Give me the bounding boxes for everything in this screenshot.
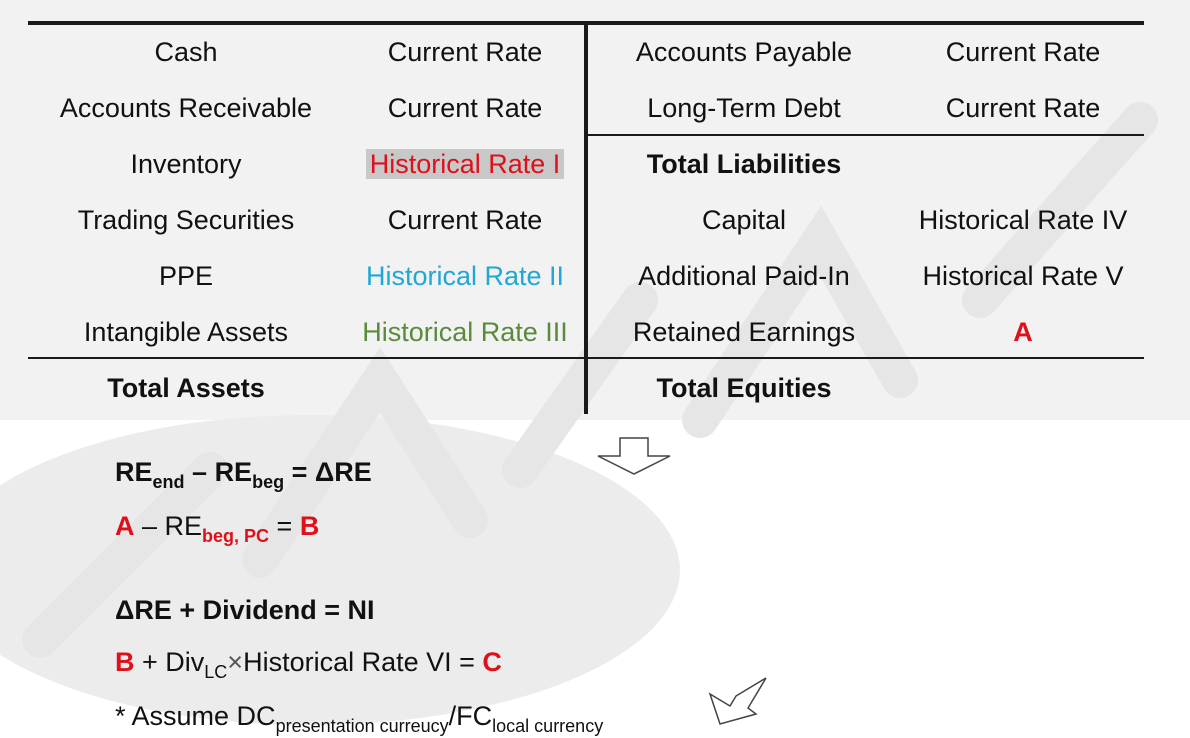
formula-term: RE — [115, 457, 153, 487]
formula-a-minus-re: A – REbeg, PC = B — [115, 506, 319, 546]
equity-label: Capital — [701, 205, 787, 235]
liability-rate: Current Rate — [945, 37, 1101, 67]
down-arrow-icon — [597, 437, 671, 475]
variable-b: B — [115, 647, 135, 677]
asset-rate-highlighted: Historical Rate I — [340, 136, 590, 192]
equity-rate: Historical Rate V — [922, 261, 1124, 291]
asset-rate: Current Rate — [387, 205, 543, 235]
diagonal-arrow-icon — [708, 677, 767, 725]
note-subscript: presentation curreucy — [275, 716, 449, 736]
variable-b: B — [299, 511, 320, 541]
asset-label: Intangible Assets — [83, 317, 289, 347]
note-text: /FC — [448, 701, 493, 731]
asset-rate: Historical Rate III — [362, 317, 568, 347]
equity-rate: Historical Rate IV — [918, 205, 1128, 235]
variable-a: A — [115, 511, 135, 541]
asset-rate: Current Rate — [387, 37, 543, 67]
asset-label: Inventory — [130, 149, 242, 179]
equities-total-rule — [588, 357, 1144, 359]
asset-label: Cash — [154, 37, 218, 67]
highlighted-rate-text: Historical Rate I — [365, 149, 565, 179]
liabilities-total-rule — [588, 134, 1144, 136]
formula-subscript: beg — [252, 472, 285, 492]
formula-c: B + DivLC×Historical Rate VI = C — [115, 642, 502, 682]
asset-rate: Historical Rate II — [365, 261, 565, 291]
equity-label: Additional Paid-In — [638, 261, 850, 291]
formula-subscript: LC — [204, 662, 228, 682]
formula-operator: – RE — [134, 511, 203, 541]
equity-label: Retained Earnings — [632, 317, 856, 347]
asset-label: PPE — [158, 261, 214, 291]
total-liabilities: Total Liabilities — [646, 149, 842, 179]
note-subscript: local currency — [492, 716, 604, 736]
currency-note: * Assume DCpresentation curreucy/FClocal… — [115, 696, 603, 736]
liability-rate: Current Rate — [945, 93, 1101, 123]
total-assets: Total Assets — [107, 373, 265, 403]
formula-operator: – — [184, 457, 215, 487]
formula-term: Historical Rate VI = — [243, 647, 483, 677]
formula-term: RE — [214, 457, 253, 487]
formula-re-change: REend – REbeg = ΔRE — [115, 452, 372, 492]
liability-label: Accounts Payable — [635, 37, 853, 67]
note-text: * Assume DC — [115, 701, 276, 731]
assets-total-rule — [28, 357, 584, 359]
variable-c: C — [482, 647, 502, 677]
formula-net-income: ΔRE + Dividend = NI — [115, 595, 375, 625]
asset-rate: Current Rate — [387, 93, 543, 123]
formula-result: = ΔRE — [284, 457, 372, 487]
formula-equals: = — [269, 511, 300, 541]
formula-subscript: beg, PC — [202, 526, 270, 546]
table-center-divider — [584, 23, 588, 414]
asset-label: Trading Securities — [77, 205, 295, 235]
formula-term: + Div — [134, 647, 205, 677]
total-equities: Total Equities — [656, 373, 832, 403]
asset-label: Accounts Receivable — [59, 93, 313, 123]
equity-rate-a: A — [1013, 317, 1033, 347]
times-symbol: × — [227, 647, 244, 677]
formula-subscript: end — [152, 472, 185, 492]
liability-label: Long-Term Debt — [647, 93, 841, 123]
